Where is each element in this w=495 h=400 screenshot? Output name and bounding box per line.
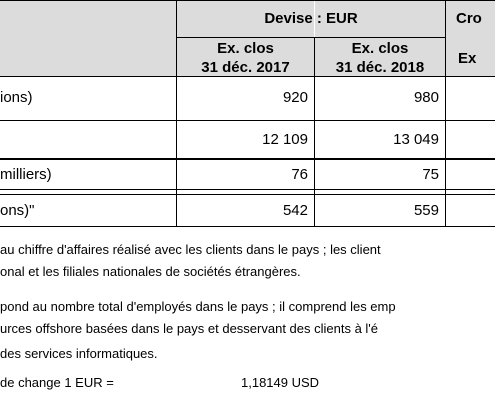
col-2018-title-line1: Ex. clos bbox=[351, 40, 409, 57]
note-1-line-1: au chiffre d'affaires réalisé avec les c… bbox=[0, 242, 381, 257]
row-4-value-2017: 542 bbox=[282, 202, 308, 219]
row-4-bottom-border bbox=[0, 226, 495, 227]
note-2-line-1: pond au nombre total d'employés dans le … bbox=[0, 299, 396, 314]
col-divider-3 bbox=[445, 0, 446, 226]
row-3-value-2017: 76 bbox=[291, 166, 308, 183]
currency-group-title: Devise : EUR bbox=[264, 10, 358, 27]
col-cro-title: Ex bbox=[458, 50, 477, 67]
row-2-bottom-border bbox=[0, 158, 495, 159]
col-2017-title-line1: Ex. clos bbox=[217, 40, 274, 57]
col-divider-1 bbox=[176, 0, 177, 226]
row-1-value-2018: 980 bbox=[413, 89, 439, 106]
col-2017-title-line2: 31 déc. 2017 bbox=[201, 59, 290, 76]
cro-group-title: Cro bbox=[456, 10, 482, 27]
row-1-value-2017: 920 bbox=[282, 89, 308, 106]
header-cell-cro bbox=[446, 0, 495, 76]
row-4-label: ons)" bbox=[0, 202, 35, 219]
header-cell-label bbox=[0, 0, 176, 76]
row-2-value-2017: 12 109 bbox=[262, 131, 308, 148]
note-2-line-2: urces offshore basées dans le pays et de… bbox=[0, 321, 379, 336]
exchange-rate-value: 1,18149 USD bbox=[241, 375, 320, 390]
row-3-value-2018: 75 bbox=[422, 166, 439, 183]
row-4-value-2018: 559 bbox=[413, 202, 439, 219]
row-4-top-border bbox=[0, 194, 495, 195]
row-1-bottom-border bbox=[0, 120, 495, 121]
row-2-value-2018: 13 049 bbox=[393, 131, 439, 148]
header-bottom-border bbox=[0, 76, 495, 77]
row-3-bottom-border bbox=[0, 189, 495, 190]
note-2-line-3: des services informatiques. bbox=[0, 346, 158, 361]
row-3-top-border bbox=[0, 159, 495, 160]
currency-group-underline bbox=[177, 37, 445, 38]
col-divider-2 bbox=[314, 37, 315, 226]
row-3-label: milliers) bbox=[0, 166, 52, 183]
col-2018-title-line2: 31 déc. 2018 bbox=[335, 59, 425, 76]
header-cell-2017 bbox=[177, 0, 314, 76]
row-1-label: ions) bbox=[0, 89, 33, 106]
note-1-line-2: onal et les filiales nationales de socié… bbox=[0, 264, 301, 279]
header-cell-2018 bbox=[315, 0, 445, 76]
table-border-top bbox=[0, 0, 495, 1]
exchange-rate-label: de change 1 EUR = bbox=[0, 375, 114, 390]
